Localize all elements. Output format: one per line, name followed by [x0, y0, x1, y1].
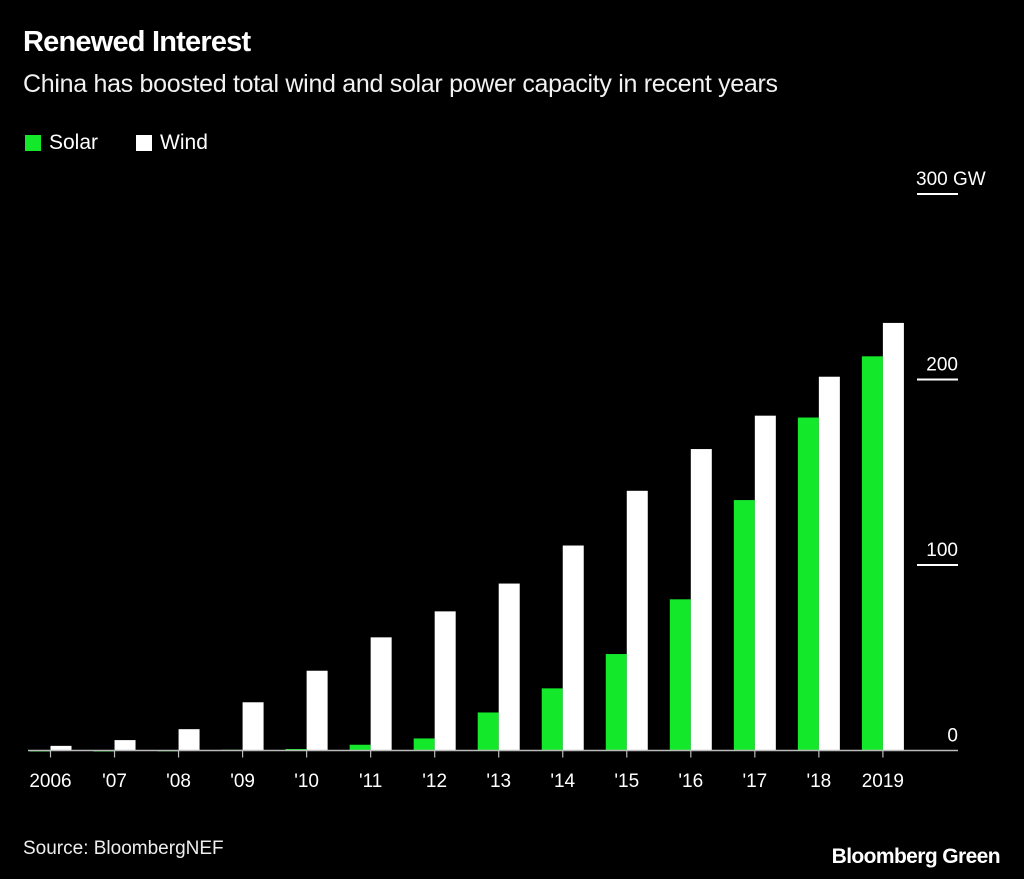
y-tick-label: 0	[947, 726, 958, 747]
y-tick-label: 300 GW	[916, 169, 986, 190]
legend-label-wind: Wind	[160, 131, 208, 154]
bar-solar	[733, 500, 755, 751]
legend-label-solar: Solar	[49, 131, 99, 154]
x-tick-label: '18	[806, 771, 831, 792]
bar-solar	[669, 599, 691, 751]
bar-solar	[413, 738, 435, 751]
x-tick-label: '12	[422, 771, 447, 792]
bar-wind	[178, 729, 200, 751]
x-tick-label: 2006	[29, 771, 71, 792]
x-tick-label: '13	[486, 771, 511, 792]
bar-wind	[690, 449, 712, 751]
x-tick-label: '08	[166, 771, 191, 792]
bar-wind	[370, 637, 392, 751]
bar-wind	[114, 740, 136, 751]
chart-subtitle: China has boosted total wind and solar p…	[23, 70, 778, 98]
bar-wind	[818, 376, 840, 751]
y-tick-label: 100	[926, 540, 958, 561]
brand-logo: Bloomberg Green	[831, 845, 1001, 868]
bar-wind	[434, 611, 456, 751]
bar-solar	[605, 654, 627, 751]
bar-wind	[562, 545, 584, 751]
source-note: Source: BloombergNEF	[23, 838, 224, 859]
bar-wind	[498, 583, 520, 751]
chart-title: Renewed Interest	[23, 26, 251, 58]
legend-swatch-wind	[136, 135, 153, 151]
bar-wind	[242, 702, 264, 751]
x-tick-label: '10	[294, 771, 319, 792]
bar-solar	[349, 744, 371, 751]
x-tick-label: '07	[102, 771, 127, 792]
bar-wind	[626, 490, 648, 751]
x-tick-label: '14	[550, 771, 575, 792]
bar-wind	[50, 745, 72, 751]
x-tick-label: '11	[359, 771, 382, 792]
bar-solar	[477, 712, 499, 751]
x-tick-label: '15	[614, 771, 639, 792]
legend-item-wind: Wind	[136, 131, 208, 155]
legend-item-solar: Solar	[25, 131, 98, 155]
x-tick-label: 2019	[862, 771, 904, 792]
y-tick-label: 200	[926, 355, 958, 376]
legend-swatch-solar	[25, 135, 41, 151]
bar-wind	[882, 322, 904, 751]
bar-solar	[797, 417, 819, 751]
x-tick-label: '17	[742, 771, 767, 792]
bar-solar	[861, 356, 883, 751]
bar-solar	[541, 688, 563, 751]
x-tick-label: '09	[230, 771, 255, 792]
legend: Solar Wind	[25, 131, 246, 155]
x-tick-label: '16	[678, 771, 703, 792]
bar-wind	[306, 670, 328, 751]
bar-wind	[754, 415, 776, 751]
